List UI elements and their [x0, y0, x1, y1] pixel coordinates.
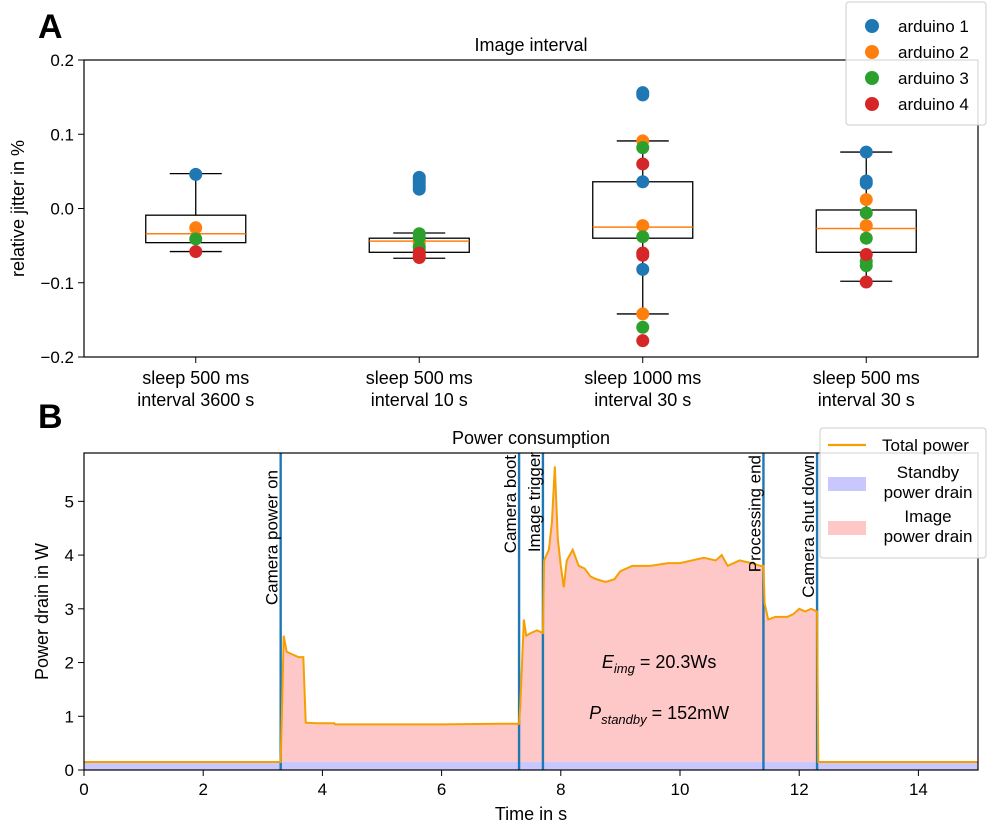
panel-b-title: Power consumption — [452, 428, 610, 448]
data-point — [859, 176, 873, 190]
legend-label: Image power drain — [884, 507, 973, 546]
event-label: Processing end — [745, 455, 764, 572]
panel-a-title: Image interval — [474, 35, 587, 55]
legend-marker — [865, 97, 879, 111]
x-category-label: sleep 500 ms interval 3600 s — [137, 368, 254, 410]
data-point — [189, 245, 203, 259]
data-point — [859, 206, 873, 220]
x-category-label: sleep 1000 ms interval 30 s — [584, 368, 701, 410]
panel-b-power-chart: Power consumption Camera power on Camera b… — [32, 427, 987, 824]
x-tick-label: 2 — [198, 780, 207, 799]
x-axis-label: Time in s — [495, 804, 567, 824]
x-tick-label: 6 — [437, 780, 446, 799]
data-point — [636, 175, 650, 189]
data-point — [636, 88, 650, 102]
legend-label: arduino 2 — [898, 43, 969, 62]
data-point — [859, 219, 873, 233]
event-label: Image trigger — [525, 452, 544, 552]
legend-label: arduino 1 — [898, 17, 969, 36]
data-point — [636, 320, 650, 334]
series-arduino-3 — [189, 141, 873, 334]
panel-a-jitter-chart: Image interval −0.2 −0.1 0.0 0.1 0.2 relative … — [8, 1, 987, 410]
x-tick-label: 14 — [909, 780, 928, 799]
data-point — [636, 334, 650, 348]
y-tick-label: 0.1 — [50, 125, 74, 144]
y-tick-label: 0.0 — [50, 200, 74, 219]
data-point — [189, 221, 203, 235]
y-axis-label: Power drain in W — [32, 543, 52, 680]
data-point — [859, 259, 873, 273]
data-point — [636, 307, 650, 321]
series-arduino-4 — [189, 157, 873, 348]
legend-label: arduino 3 — [898, 69, 969, 88]
y-tick-label: 3 — [65, 600, 74, 619]
data-point — [412, 251, 426, 265]
x-tick-label: 12 — [790, 780, 809, 799]
data-point — [636, 141, 650, 155]
event-label: Camera boot — [501, 455, 520, 554]
data-point — [859, 231, 873, 245]
total-power-line — [84, 466, 978, 763]
y-tick-label: −0.1 — [40, 274, 74, 293]
panel-a-letter: A — [38, 8, 63, 46]
data-point — [636, 230, 650, 244]
data-point — [859, 145, 873, 159]
legend: Total power Standby power drain Image power … — [819, 427, 987, 559]
image-power-area — [280, 466, 818, 762]
legend: arduino 1 arduino 2 arduino 3 arduino 4 — [845, 1, 987, 126]
energy-annotation: Eimg = 20.3Ws — [602, 652, 717, 676]
x-tick-label: 8 — [556, 780, 565, 799]
y-tick-label: 5 — [65, 492, 74, 511]
x-category-label: sleep 500 ms interval 30 s — [813, 368, 920, 410]
x-tick-label: 0 — [79, 780, 88, 799]
event-label: Camera power on — [263, 470, 282, 605]
legend-label: Total power — [882, 436, 969, 455]
data-point — [636, 262, 650, 276]
y-tick-label: −0.2 — [40, 348, 74, 367]
panel-b-letter: B — [38, 398, 63, 436]
x-category-label: sleep 500 ms interval 10 s — [366, 368, 473, 410]
data-point — [189, 232, 203, 246]
legend-marker — [865, 45, 879, 59]
data-point — [412, 182, 426, 196]
legend-label: Standby power drain — [884, 463, 973, 502]
legend-marker — [865, 71, 879, 85]
plot-frame — [83, 452, 979, 771]
data-point — [859, 193, 873, 207]
x-tick-label: 4 — [318, 780, 327, 799]
data-point — [636, 157, 650, 171]
energy-annotation: Pstandby = 152mW — [589, 703, 729, 727]
data-point — [859, 248, 873, 262]
data-point — [412, 230, 426, 244]
y-axis-label: relative jitter in % — [8, 140, 28, 277]
legend-area-swatch — [828, 477, 866, 491]
data-point — [189, 167, 203, 181]
y-tick-label: 0.2 — [50, 51, 74, 70]
data-point — [859, 275, 873, 289]
legend-marker — [865, 19, 879, 33]
legend-box — [845, 1, 987, 126]
series-arduino-2 — [189, 134, 873, 321]
plot-frame — [83, 59, 979, 358]
legend-area-swatch — [828, 521, 866, 535]
y-tick-label: 4 — [65, 546, 74, 565]
y-tick-label: 2 — [65, 654, 74, 673]
x-tick-label: 10 — [671, 780, 690, 799]
series-arduino-1 — [189, 86, 873, 276]
legend-label: arduino 4 — [898, 95, 969, 114]
standby-power-area — [84, 761, 978, 770]
y-tick-label: 0 — [65, 761, 74, 780]
data-point — [636, 219, 650, 233]
event-label: Camera shut down — [799, 455, 818, 598]
data-point — [636, 248, 650, 262]
y-tick-label: 1 — [65, 707, 74, 726]
